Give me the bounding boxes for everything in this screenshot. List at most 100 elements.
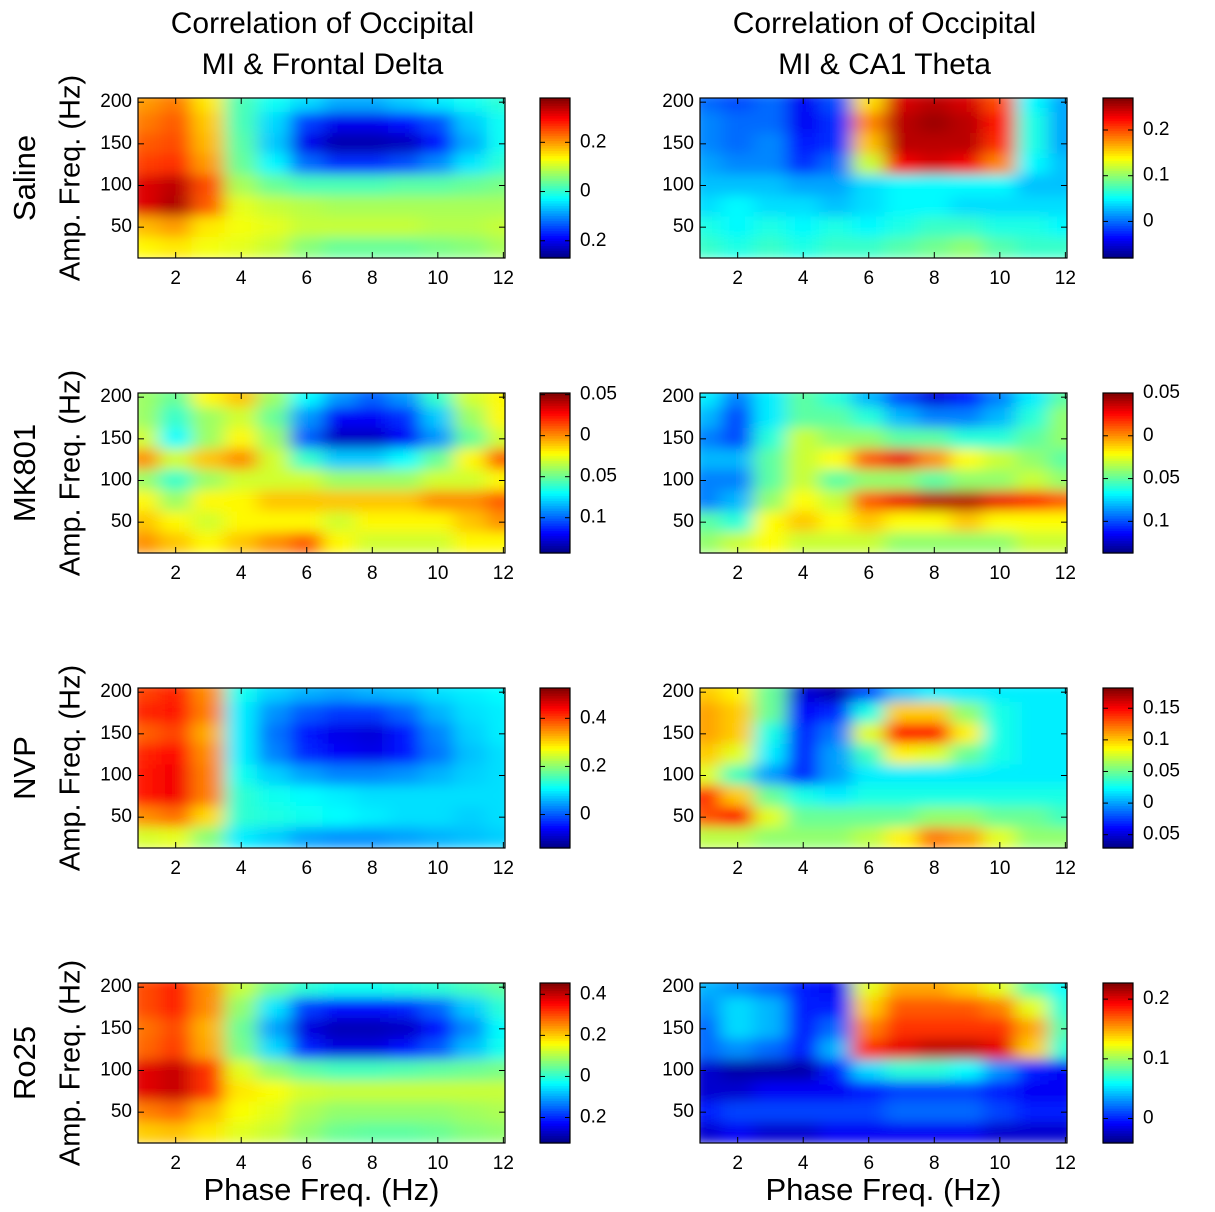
heatmap-cell bbox=[786, 1017, 821, 1040]
heatmap-cell bbox=[982, 1059, 1017, 1082]
heatmap-cell bbox=[138, 1017, 160, 1040]
heatmap-cell bbox=[819, 702, 853, 724]
heatmap-cell bbox=[851, 688, 886, 704]
heatmap-cell bbox=[138, 806, 160, 829]
y-tick-label: 150 bbox=[100, 1018, 132, 1039]
heatmap-cell bbox=[786, 785, 821, 808]
heatmap-cell bbox=[917, 827, 952, 848]
heatmap-cell bbox=[720, 743, 755, 766]
heatmap-cell bbox=[720, 1122, 755, 1143]
heatmap-cell bbox=[191, 153, 226, 176]
heatmap-cell bbox=[851, 195, 886, 218]
y-tick-label: 50 bbox=[673, 1101, 694, 1122]
heatmap-cell bbox=[289, 1122, 324, 1143]
heatmap-cell bbox=[322, 1122, 357, 1143]
heatmap-cell bbox=[917, 702, 952, 724]
heatmap-cell bbox=[700, 153, 722, 176]
heatmap-cell bbox=[786, 427, 821, 450]
heatmap-cell bbox=[420, 997, 455, 1019]
heatmap-cell bbox=[720, 722, 755, 745]
heatmap-cell bbox=[486, 1038, 505, 1061]
heatmap-cell bbox=[720, 427, 755, 450]
x-tick-label: 6 bbox=[301, 1153, 312, 1174]
heatmap-cell bbox=[950, 132, 984, 155]
heatmap-cell bbox=[753, 427, 788, 450]
x-tick-label: 8 bbox=[367, 563, 378, 584]
x-tick-label: 4 bbox=[236, 1153, 247, 1174]
heatmap-cell bbox=[1015, 490, 1050, 513]
heatmap-cell bbox=[289, 448, 324, 471]
heatmap bbox=[700, 983, 1067, 1143]
heatmap-cell bbox=[950, 806, 984, 829]
heatmap-cell bbox=[700, 1080, 722, 1103]
heatmap-cell bbox=[486, 1101, 505, 1124]
heatmap-cell bbox=[420, 806, 455, 829]
row-label: Saline bbox=[7, 135, 42, 221]
heatmap-cell bbox=[138, 722, 160, 745]
heatmap-cell bbox=[950, 1101, 984, 1124]
heatmap bbox=[138, 688, 505, 848]
heatmap-cell bbox=[884, 469, 919, 492]
heatmap-cell bbox=[388, 195, 422, 218]
heatmap-cell bbox=[388, 983, 422, 999]
x-tick-label: 12 bbox=[1055, 563, 1076, 584]
heatmap-cell bbox=[191, 469, 226, 492]
heatmap-cell bbox=[786, 983, 821, 999]
heatmap-cell bbox=[224, 997, 259, 1019]
heatmap-cell bbox=[257, 1122, 291, 1143]
heatmap-cell bbox=[786, 1038, 821, 1061]
heatmap-cell bbox=[138, 785, 160, 808]
heatmap-cell bbox=[453, 1038, 488, 1061]
heatmap-cell bbox=[786, 448, 821, 471]
heatmap-cell bbox=[158, 98, 193, 114]
heatmap-cell bbox=[753, 983, 788, 999]
heatmap-cell bbox=[355, 1017, 390, 1040]
colorbar-tick-label: 0.2 bbox=[580, 131, 606, 152]
heatmap-cell bbox=[1015, 764, 1050, 787]
heatmap-cell bbox=[982, 722, 1017, 745]
heatmap-cell bbox=[1015, 112, 1050, 134]
heatmap-cell bbox=[420, 743, 455, 766]
heatmap-cell bbox=[720, 174, 755, 197]
heatmap-cell bbox=[158, 827, 193, 848]
heatmap-cell bbox=[257, 997, 291, 1019]
x-tick-label: 2 bbox=[732, 1153, 743, 1174]
heatmap-cell bbox=[191, 511, 226, 534]
heatmap-cell bbox=[191, 216, 226, 239]
heatmap-cell bbox=[753, 132, 788, 155]
heatmap-cell bbox=[917, 237, 952, 258]
heatmap-cell bbox=[486, 511, 505, 534]
x-tick-label: 6 bbox=[863, 1153, 874, 1174]
heatmap-cell bbox=[486, 997, 505, 1019]
heatmap-cell bbox=[158, 407, 193, 429]
heatmap-cell bbox=[819, 216, 853, 239]
heatmap-cell bbox=[950, 1038, 984, 1061]
heatmap-cell bbox=[819, 785, 853, 808]
heatmap-cell bbox=[453, 1017, 488, 1040]
heatmap-cell bbox=[355, 132, 390, 155]
heatmap-cell bbox=[982, 702, 1017, 724]
heatmap-cell bbox=[224, 722, 259, 745]
x-tick-label: 10 bbox=[427, 858, 448, 879]
heatmap-cell bbox=[191, 393, 226, 409]
heatmap-cell bbox=[453, 407, 488, 429]
y-axis-label: Amp. Freq. (Hz) bbox=[55, 75, 87, 281]
heatmap-cell bbox=[753, 448, 788, 471]
heatmap-cell bbox=[158, 511, 193, 534]
heatmap-cell bbox=[289, 490, 324, 513]
heatmap-cell bbox=[950, 237, 984, 258]
heatmap-cell bbox=[289, 153, 324, 176]
heatmap-cell bbox=[388, 469, 422, 492]
heatmap-cell bbox=[884, 1080, 919, 1103]
heatmap-cell bbox=[158, 688, 193, 704]
y-tick-label: 50 bbox=[673, 511, 694, 532]
heatmap-cell bbox=[138, 997, 160, 1019]
heatmap-cell bbox=[1048, 237, 1067, 258]
y-axis-label: Amp. Freq. (Hz) bbox=[55, 370, 87, 576]
heatmap-cell bbox=[257, 174, 291, 197]
heatmap-cell bbox=[355, 688, 390, 704]
heatmap-cell bbox=[388, 702, 422, 724]
heatmap-cell bbox=[257, 983, 291, 999]
heatmap-cell bbox=[355, 743, 390, 766]
heatmap-cell bbox=[753, 702, 788, 724]
